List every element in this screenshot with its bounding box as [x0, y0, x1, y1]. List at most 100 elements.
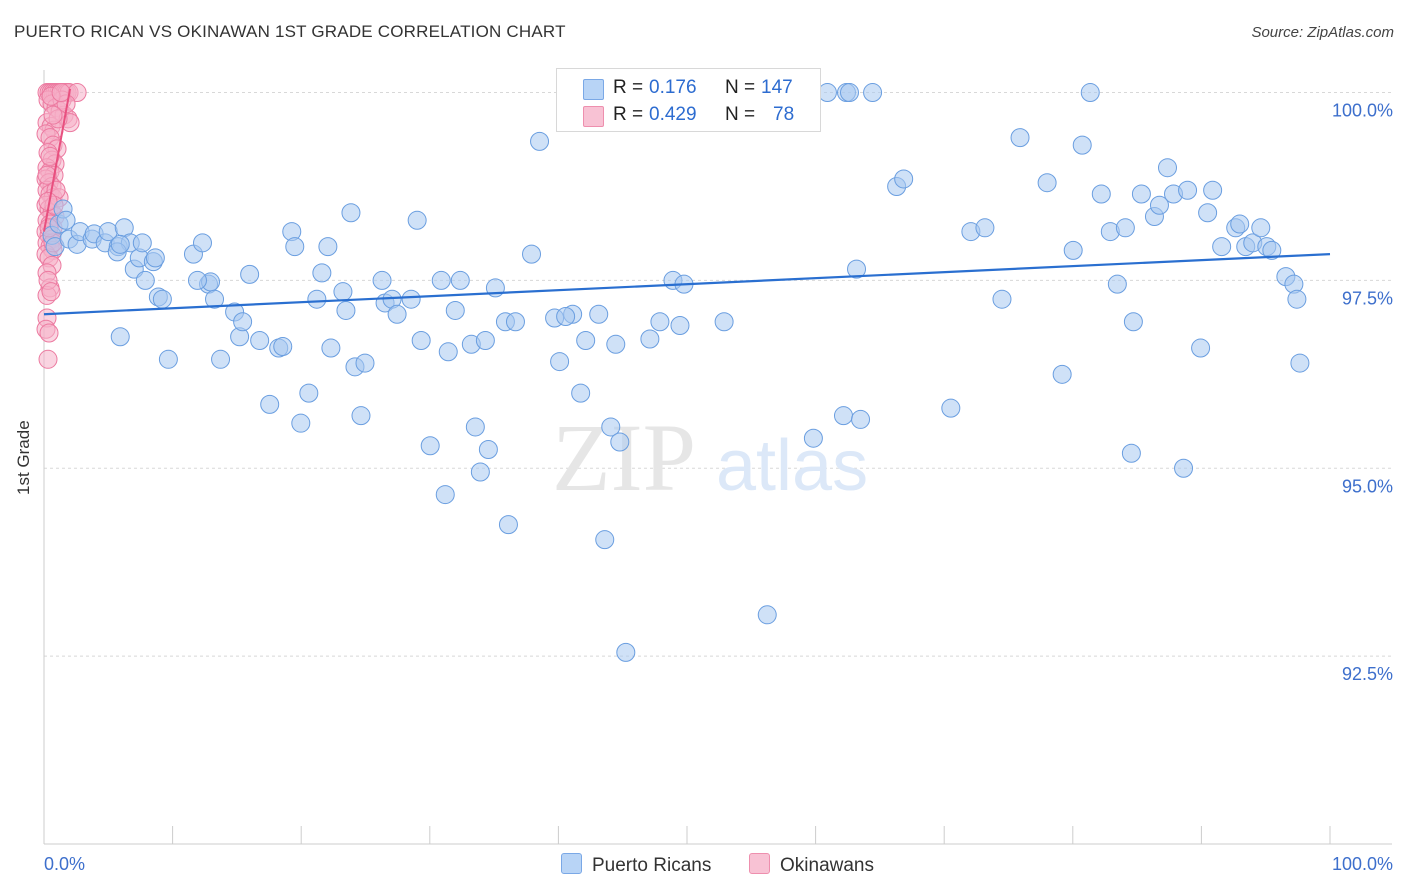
okinawan-point: [38, 349, 58, 369]
puerto-rican-point: [475, 331, 495, 351]
puerto-rican-point: [411, 331, 431, 351]
puerto-rican-point: [522, 244, 542, 264]
puerto-rican-point: [132, 233, 152, 253]
gridlines: [44, 92, 1392, 657]
puerto-rican-point: [576, 331, 596, 351]
puerto-ricans-points: [42, 83, 1310, 662]
puerto-rican-point: [601, 417, 621, 437]
legend-r-value: 0.176: [649, 77, 697, 98]
puerto-rican-point: [351, 406, 371, 426]
y-tick-label: 95.0%: [1342, 476, 1393, 496]
puerto-rican-point: [372, 270, 392, 290]
legend-r-label: R =: [613, 104, 644, 125]
puerto-rican-point: [318, 237, 338, 257]
puerto-rican-point: [530, 131, 550, 151]
okinawan-point: [40, 146, 60, 166]
puerto-rican-point: [387, 304, 407, 324]
puerto-rican-point: [445, 300, 465, 320]
legend-n-value: 78: [773, 104, 795, 125]
y-tick-label: 100.0%: [1332, 101, 1393, 121]
puerto-rican-point: [847, 259, 867, 279]
puerto-rican-point: [285, 237, 305, 257]
puerto-rican-point: [1203, 180, 1223, 200]
bottom-legend-label: Puerto Ricans: [592, 855, 712, 876]
puerto-rican-point: [135, 270, 155, 290]
puerto-rican-point: [420, 436, 440, 456]
puerto-rican-point: [450, 270, 470, 290]
puerto-rican-point: [1115, 218, 1135, 238]
stats-legend: R = 0.176 N = 147 R = 0.429 N = 78: [556, 68, 821, 132]
puerto-rican-point: [1037, 173, 1057, 193]
puerto-rican-point: [975, 218, 995, 238]
puerto-rican-point: [571, 383, 591, 403]
puerto-rican-point: [1287, 289, 1307, 309]
puerto-ricans-trendline: [43, 253, 1331, 316]
puerto-rican-point: [595, 530, 615, 550]
bottom-legend-puerto-ricans: Puerto Ricans: [561, 853, 711, 877]
puerto-rican-point: [1131, 184, 1151, 204]
puerto-rican-point: [240, 264, 260, 284]
x-tick-label: 0.0%: [44, 854, 85, 874]
bottom-legend-label: Okinawans: [780, 855, 874, 876]
puerto-rican-point: [431, 270, 451, 290]
legend-r-value: 0.429: [649, 104, 697, 125]
tick-labels: 92.5% 95.0% 97.5% 100.0% 0.0% 100.0%: [44, 101, 1393, 874]
puerto-rican-point: [1212, 237, 1232, 257]
puerto-rican-point: [817, 83, 837, 103]
puerto-rican-point: [465, 417, 485, 437]
legend-n-label: N =: [725, 104, 756, 125]
puerto-rican-point: [589, 304, 609, 324]
puerto-rican-point: [110, 234, 130, 254]
puerto-rican-point: [1010, 128, 1030, 148]
puerto-rican-point: [803, 428, 823, 448]
puerto-rican-point: [1198, 203, 1218, 223]
puerto-rican-point: [610, 432, 630, 452]
puerto-rican-point: [341, 203, 361, 223]
bottom-legend-okinawans: Okinawans: [749, 853, 874, 877]
puerto-rican-point: [1157, 158, 1177, 178]
puerto-rican-point: [307, 289, 327, 309]
bottom-legend-swatch-pink: [749, 853, 770, 874]
puerto-rican-point: [158, 349, 178, 369]
puerto-rican-point: [299, 383, 319, 403]
puerto-rican-point: [1174, 458, 1194, 478]
okinawan-point: [41, 282, 61, 302]
puerto-rican-point: [205, 289, 225, 309]
puerto-rican-point: [616, 642, 636, 662]
puerto-rican-point: [556, 306, 576, 326]
puerto-rican-point: [851, 409, 871, 429]
puerto-rican-point: [250, 331, 270, 351]
puerto-rican-point: [145, 248, 165, 268]
trendlines: [43, 88, 1331, 316]
puerto-rican-point: [56, 210, 76, 230]
puerto-rican-point: [321, 338, 341, 358]
puerto-rican-point: [1178, 180, 1198, 200]
puerto-rican-point: [110, 327, 130, 347]
puerto-rican-point: [470, 462, 490, 482]
legend-swatch-blue: [583, 79, 604, 100]
puerto-rican-point: [714, 312, 734, 332]
legend-n-label: N =: [725, 77, 756, 98]
bottom-legend-swatch-blue: [561, 853, 582, 874]
legend-r-label: R =: [613, 77, 644, 98]
puerto-rican-point: [640, 329, 660, 349]
puerto-rican-point: [291, 413, 311, 433]
okinawan-point: [37, 165, 57, 185]
puerto-rican-point: [211, 349, 231, 369]
puerto-rican-point: [894, 169, 914, 189]
puerto-rican-point: [941, 398, 961, 418]
puerto-rican-point: [757, 605, 777, 625]
puerto-rican-point: [333, 282, 353, 302]
legend-n-value: 147: [761, 77, 793, 98]
puerto-rican-point: [435, 485, 455, 505]
watermark: ZIP atlas: [552, 404, 868, 511]
puerto-rican-point: [407, 210, 427, 230]
puerto-rican-point: [1052, 364, 1072, 384]
puerto-rican-point: [650, 312, 670, 332]
watermark-atlas: atlas: [716, 426, 868, 506]
puerto-rican-point: [401, 289, 421, 309]
puerto-rican-point: [187, 270, 207, 290]
puerto-rican-point: [260, 394, 280, 414]
puerto-rican-point: [505, 312, 525, 332]
puerto-rican-point: [1262, 240, 1282, 260]
